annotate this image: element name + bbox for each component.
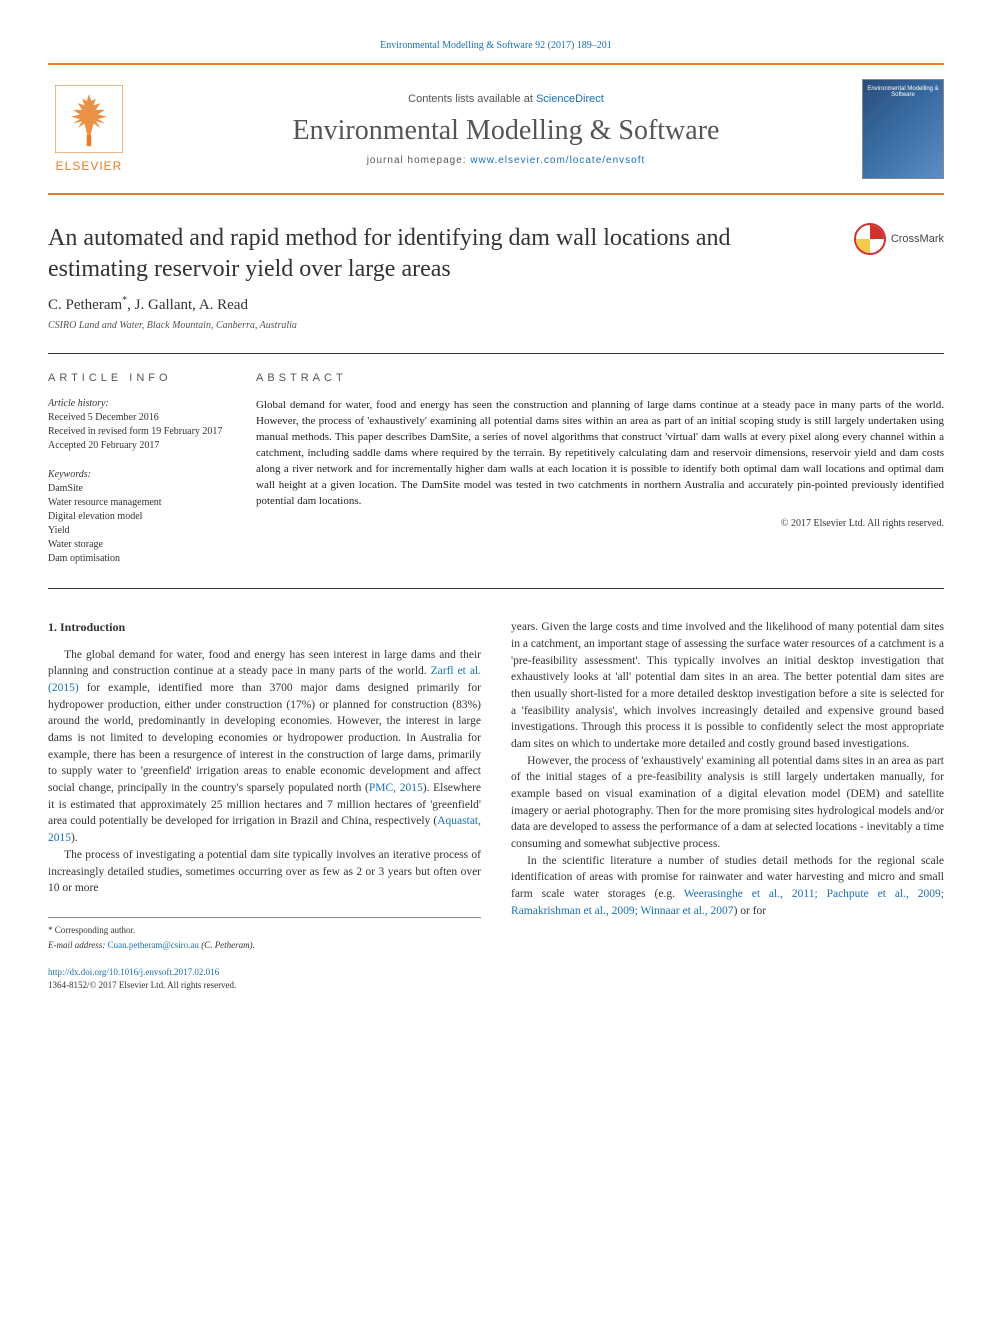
email-label: E-mail address: [48,940,108,950]
keyword-4: Water storage [48,538,236,552]
journal-cover-thumbnail: Environmental Modelling & Software [862,79,944,179]
abstract-block: ABSTRACT Global demand for water, food a… [256,372,944,566]
science-direct-link[interactable]: ScienceDirect [536,93,604,105]
publisher-logo: ELSEVIER [48,79,130,179]
corresponding-author: * Corresponding author. [48,924,481,937]
abstract-text: Global demand for water, food and energy… [256,398,944,510]
authors-rest: , J. Gallant, A. Read [127,297,248,313]
history-block: Article history: Received 5 December 201… [48,398,236,453]
doi-link[interactable]: http://dx.doi.org/10.1016/j.envsoft.2017… [48,966,481,979]
body-column-right: years. Given the large costs and time in… [511,619,944,992]
para-2: The process of investigating a potential… [48,847,481,897]
footer-copyright: 1364-8152/© 2017 Elsevier Ltd. All right… [48,979,481,992]
footer-bottom: http://dx.doi.org/10.1016/j.envsoft.2017… [48,966,481,992]
keywords-label: Keywords: [48,469,236,480]
keyword-3: Yield [48,524,236,538]
body-columns: 1. Introduction The global demand for wa… [48,619,944,992]
abstract-copyright: © 2017 Elsevier Ltd. All rights reserved… [256,518,944,529]
homepage-line: journal homepage: www.elsevier.com/locat… [150,155,862,166]
para-r1: years. Given the large costs and time in… [511,619,944,752]
publisher-name: ELSEVIER [56,159,123,173]
keyword-2: Digital elevation model [48,510,236,524]
header-center: Contents lists available at ScienceDirec… [150,79,862,179]
keywords-block: Keywords: DamSite Water resource managem… [48,469,236,566]
authors-line: C. Petheram*, J. Gallant, A. Read [48,295,944,314]
p1d: ). [71,832,78,844]
contents-prefix: Contents lists available at [408,93,536,105]
email-line: E-mail address: Cuan.petheram@csiro.au (… [48,939,481,952]
body-column-left: 1. Introduction The global demand for wa… [48,619,481,992]
crossmark-badge[interactable]: CrossMark [854,223,944,255]
keyword-0: DamSite [48,482,236,496]
author-1: C. Petheram [48,297,122,313]
homepage-url-link[interactable]: www.elsevier.com/locate/envsoft [470,155,645,166]
revised-line: Received in revised form 19 February 201… [48,425,236,439]
section-1-heading: 1. Introduction [48,619,481,636]
received-line: Received 5 December 2016 [48,411,236,425]
footer-block: * Corresponding author. E-mail address: … [48,917,481,992]
journal-reference: Environmental Modelling & Software 92 (2… [48,40,944,51]
article-info-block: ARTICLE INFO Article history: Received 5… [48,372,256,566]
elsevier-tree-icon [55,85,123,153]
accepted-line: Accepted 20 February 2017 [48,439,236,453]
ref-pmc[interactable]: PMC, 2015 [369,782,423,794]
abstract-heading: ABSTRACT [256,372,944,384]
journal-title: Environmental Modelling & Software [150,115,862,147]
homepage-prefix: journal homepage: [367,155,471,166]
article-title: An automated and rapid method for identi… [48,223,834,285]
title-row: An automated and rapid method for identi… [48,223,944,285]
journal-thumb-label: Environmental Modelling & Software [863,86,943,98]
crossmark-icon [854,223,886,255]
affiliation: CSIRO Land and Water, Black Mountain, Ca… [48,320,944,331]
email-link[interactable]: Cuan.petheram@csiro.au [108,940,199,950]
para-1: The global demand for water, food and en… [48,647,481,847]
para-r3: In the scientific literature a number of… [511,853,944,920]
p3b: ) or for [734,905,767,917]
article-info-heading: ARTICLE INFO [48,372,236,384]
crossmark-label: CrossMark [891,233,944,245]
info-abstract-row: ARTICLE INFO Article history: Received 5… [48,353,944,589]
history-label: Article history: [48,398,236,409]
p1a: The global demand for water, food and en… [48,649,481,678]
p1b: for example, identified more than 3700 m… [48,682,481,794]
keyword-1: Water resource management [48,496,236,510]
header-band: ELSEVIER Contents lists available at Sci… [48,63,944,195]
email-suffix: (C. Petheram). [199,940,255,950]
contents-line: Contents lists available at ScienceDirec… [150,93,862,105]
para-r2: However, the process of 'exhaustively' e… [511,753,944,853]
keyword-5: Dam optimisation [48,552,236,566]
